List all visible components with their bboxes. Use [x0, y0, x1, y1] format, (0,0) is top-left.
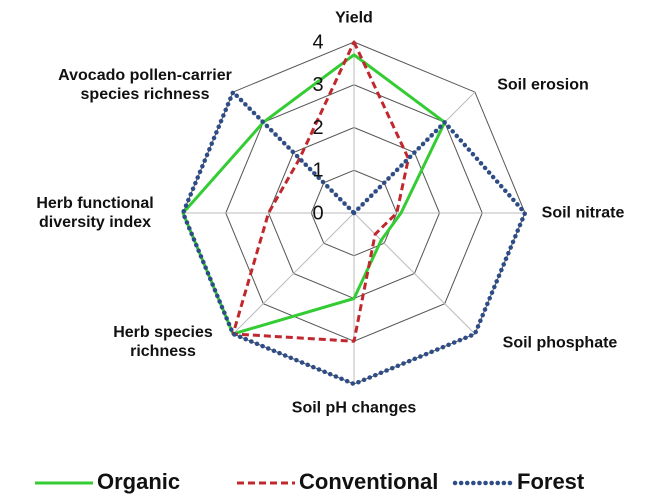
tick-label: 3: [312, 74, 323, 96]
category-label: Soil phosphate: [502, 334, 618, 352]
tick-label: 2: [312, 117, 323, 139]
series-line: [181, 53, 447, 336]
category-label: Soil nitrate: [541, 204, 625, 222]
category-label: Soil erosion: [497, 76, 589, 94]
legend-label: Conventional: [299, 469, 438, 494]
category-label: Herb functional diversity index: [36, 195, 154, 231]
category-label: Soil pH changes: [291, 399, 417, 417]
spoke: [232, 212, 355, 335]
tick-label: 4: [312, 31, 323, 53]
legend-label: Organic: [97, 469, 180, 494]
series-line: [180, 89, 528, 387]
category-label: Herb species richness: [113, 324, 213, 360]
category-label: Yield: [335, 9, 373, 27]
series-line: [231, 40, 410, 343]
category-label: Avocado pollen-carrier species richness: [58, 67, 232, 103]
legend-label: Forest: [517, 469, 585, 494]
tick-label: 0: [312, 202, 323, 224]
tick-label: 1: [312, 160, 323, 182]
